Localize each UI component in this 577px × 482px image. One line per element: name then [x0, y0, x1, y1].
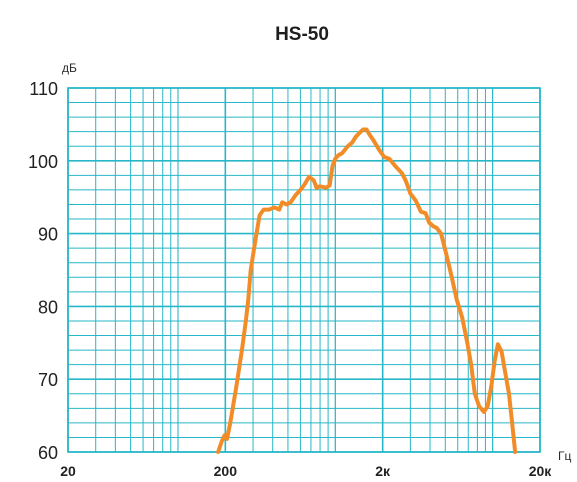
x-tick-label: 20к — [529, 463, 553, 479]
x-tick-label: 200 — [214, 463, 238, 479]
y-tick-label: 100 — [28, 152, 58, 172]
y-tick-label: 110 — [29, 79, 58, 99]
x-axis-unit-label: Гц — [558, 449, 571, 463]
y-axis-unit-label: дБ — [62, 61, 77, 75]
chart-series-group — [216, 127, 518, 454]
x-tick-label: 20 — [60, 463, 76, 479]
grid-lines — [67, 87, 541, 453]
y-tick-label: 70 — [38, 370, 58, 390]
x-tick-label: 2к — [375, 463, 391, 479]
y-tick-label: 90 — [38, 225, 58, 245]
y-tick-label: 60 — [38, 443, 58, 463]
frequency-response-line — [216, 127, 518, 454]
y-tick-label: 80 — [38, 297, 58, 317]
plot-area — [67, 87, 541, 453]
axis-tick-labels: 60 70 80 90 100 110 20 200 2к 20к — [28, 79, 552, 479]
chart-title: HS-50 — [275, 24, 329, 45]
